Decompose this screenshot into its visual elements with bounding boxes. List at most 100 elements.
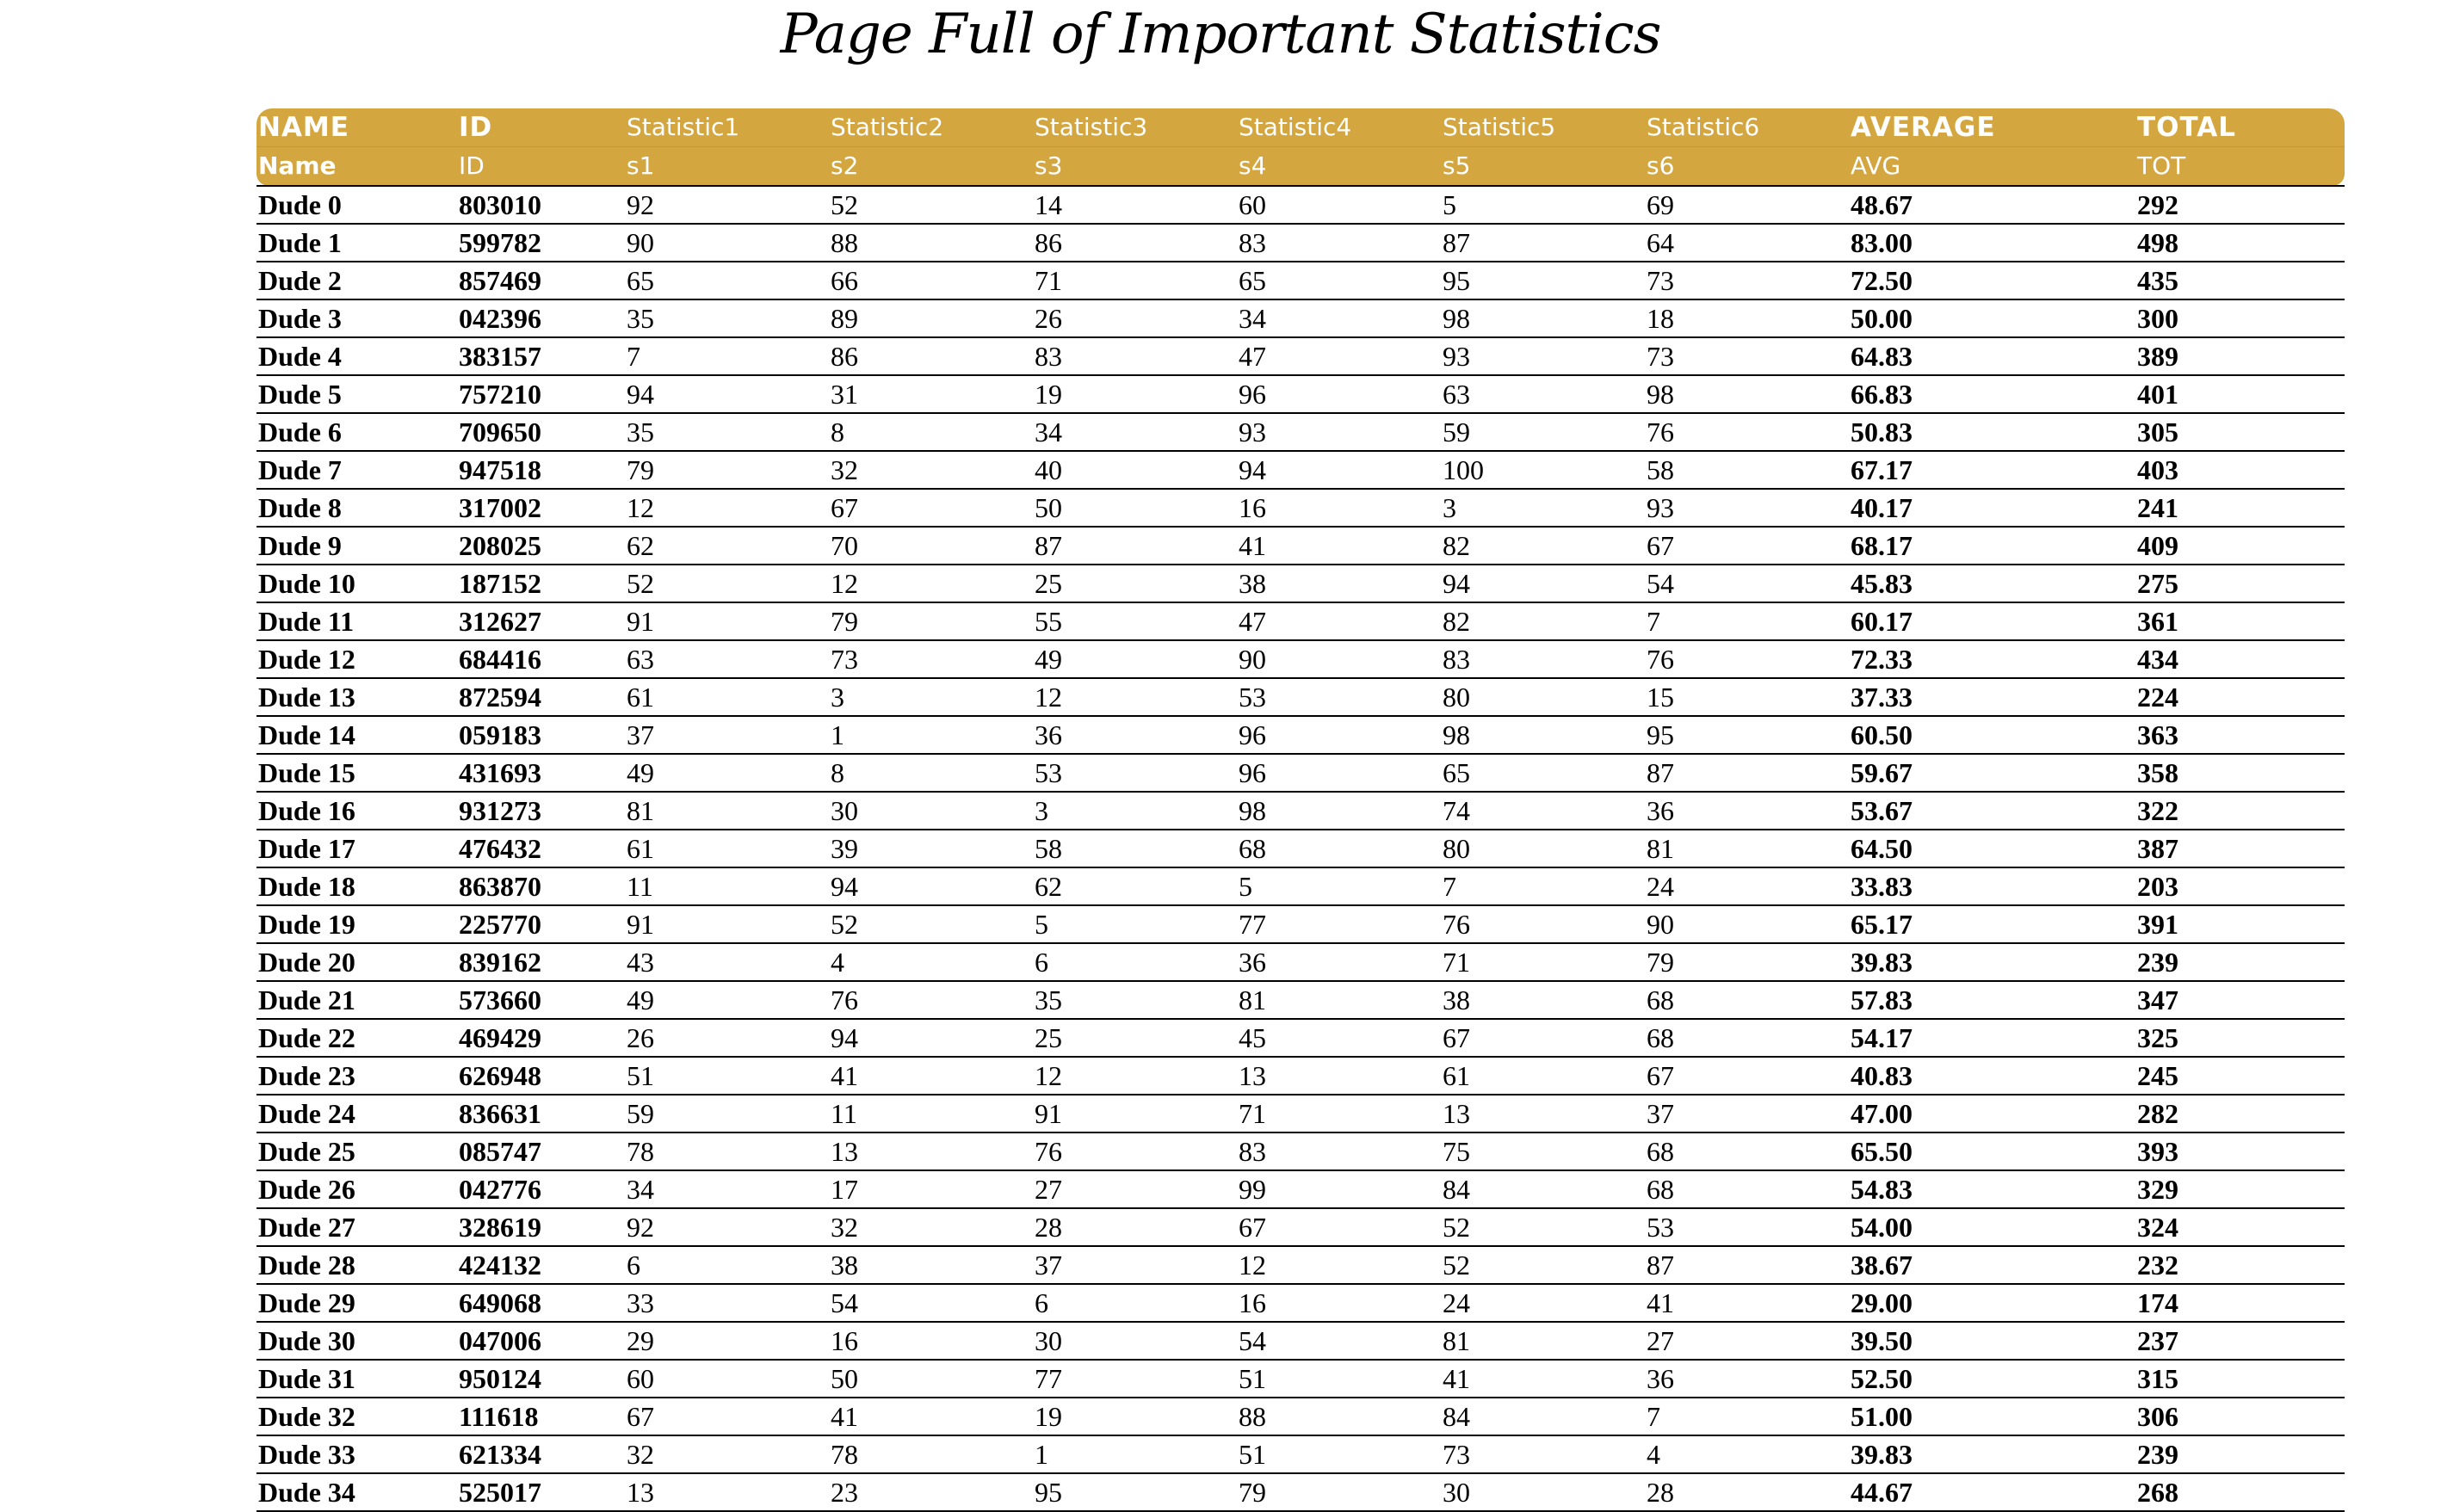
cell-s6: 87 (1645, 1246, 1849, 1285)
cell-id: 476432 (457, 830, 625, 868)
cell-total: 401 (2135, 375, 2345, 414)
cell-name: Dude 0 (256, 185, 457, 225)
cell-average: 39.50 (1849, 1322, 2135, 1361)
cell-s6: 15 (1645, 678, 1849, 717)
cell-s4: 51 (1237, 1435, 1441, 1474)
cell-s2: 12 (829, 565, 1033, 603)
cell-average: 54.83 (1849, 1170, 2135, 1209)
cell-s1: 92 (625, 185, 829, 225)
cell-name: Dude 28 (256, 1246, 457, 1285)
cell-s2: 17 (829, 1170, 1033, 1209)
cell-average: 64.83 (1849, 337, 2135, 376)
cell-s2: 94 (829, 1019, 1033, 1058)
cell-id: 111618 (457, 1398, 625, 1436)
cell-s2: 52 (829, 185, 1033, 225)
cell-s3: 12 (1033, 678, 1237, 717)
column-header-s2: Statistic2 (829, 108, 1033, 147)
cell-name: Dude 23 (256, 1057, 457, 1095)
cell-s2: 38 (829, 1246, 1033, 1285)
cell-s1: 61 (625, 830, 829, 868)
table-row: Dude 20 839162 43 4 6 36 71 79 39.83 239 (256, 943, 2345, 982)
cell-total: 435 (2135, 262, 2345, 300)
cell-s1: 43 (625, 943, 829, 982)
cell-average: 50.00 (1849, 299, 2135, 338)
cell-s6: 76 (1645, 413, 1849, 452)
cell-s5: 67 (1441, 1019, 1645, 1058)
cell-s4: 96 (1237, 375, 1441, 414)
cell-s2: 31 (829, 375, 1033, 414)
cell-total: 239 (2135, 1435, 2345, 1474)
cell-s1: 35 (625, 413, 829, 452)
cell-s5: 61 (1441, 1057, 1645, 1095)
cell-s1: 6 (625, 1246, 829, 1285)
cell-s6: 67 (1645, 527, 1849, 565)
cell-s1: 26 (625, 1019, 829, 1058)
cell-s1: 91 (625, 602, 829, 641)
cell-s2: 88 (829, 224, 1033, 262)
cell-s1: 34 (625, 1170, 829, 1209)
cell-s1: 7 (625, 337, 829, 376)
cell-s5: 52 (1441, 1208, 1645, 1247)
table-row: Dude 17 476432 61 39 58 68 80 81 64.50 387 (256, 830, 2345, 868)
cell-s3: 58 (1033, 830, 1237, 868)
column-subheader-id: ID (457, 146, 625, 186)
cell-s4: 45 (1237, 1019, 1441, 1058)
cell-s2: 70 (829, 527, 1033, 565)
cell-average: 72.33 (1849, 640, 2135, 679)
cell-s5: 95 (1441, 262, 1645, 300)
cell-total: 363 (2135, 716, 2345, 755)
cell-s4: 98 (1237, 792, 1441, 830)
table-row: Dude 30 047006 29 16 30 54 81 27 39.50 237 (256, 1322, 2345, 1361)
cell-s2: 41 (829, 1398, 1033, 1436)
table-row: Dude 24 836631 59 11 91 71 13 37 47.00 282 (256, 1095, 2345, 1133)
cell-s3: 37 (1033, 1246, 1237, 1285)
cell-s6: 7 (1645, 1398, 1849, 1436)
cell-s4: 12 (1237, 1246, 1441, 1285)
table-row: Dude 4 383157 7 86 83 47 93 73 64.83 389 (256, 337, 2345, 376)
cell-id: 573660 (457, 981, 625, 1020)
cell-s3: 34 (1033, 413, 1237, 452)
cell-average: 57.83 (1849, 981, 2135, 1020)
table-row: Dude 14 059183 37 1 36 96 98 95 60.50 363 (256, 716, 2345, 755)
cell-name: Dude 29 (256, 1284, 457, 1323)
cell-id: 836631 (457, 1095, 625, 1133)
cell-s1: 11 (625, 867, 829, 906)
cell-s5: 74 (1441, 792, 1645, 830)
cell-s3: 12 (1033, 1057, 1237, 1095)
cell-s3: 91 (1033, 1095, 1237, 1133)
table-row: Dude 26 042776 34 17 27 99 84 68 54.83 329 (256, 1170, 2345, 1209)
cell-id: 872594 (457, 678, 625, 717)
cell-s1: 61 (625, 678, 829, 717)
table-row: Dude 3 042396 35 89 26 34 98 18 50.00 300 (256, 299, 2345, 338)
cell-s3: 27 (1033, 1170, 1237, 1209)
cell-s5: 59 (1441, 413, 1645, 452)
cell-s1: 60 (625, 1360, 829, 1398)
column-header-s4: Statistic4 (1237, 108, 1441, 147)
cell-total: 268 (2135, 1473, 2345, 1512)
cell-id: 626948 (457, 1057, 625, 1095)
cell-average: 33.83 (1849, 867, 2135, 906)
cell-s3: 28 (1033, 1208, 1237, 1247)
cell-s5: 3 (1441, 489, 1645, 528)
cell-id: 525017 (457, 1473, 625, 1512)
cell-s1: 59 (625, 1095, 829, 1133)
cell-average: 38.67 (1849, 1246, 2135, 1285)
cell-s2: 32 (829, 451, 1033, 490)
cell-s3: 5 (1033, 905, 1237, 944)
cell-average: 40.83 (1849, 1057, 2135, 1095)
cell-s3: 19 (1033, 375, 1237, 414)
cell-s4: 65 (1237, 262, 1441, 300)
cell-id: 042396 (457, 299, 625, 338)
cell-s2: 86 (829, 337, 1033, 376)
cell-s5: 82 (1441, 527, 1645, 565)
cell-name: Dude 14 (256, 716, 457, 755)
column-subheader-s5: s5 (1441, 146, 1645, 186)
cell-id: 042776 (457, 1170, 625, 1209)
cell-s5: 100 (1441, 451, 1645, 490)
cell-s4: 53 (1237, 678, 1441, 717)
cell-id: 684416 (457, 640, 625, 679)
cell-s5: 52 (1441, 1246, 1645, 1285)
cell-s1: 37 (625, 716, 829, 755)
cell-s4: 16 (1237, 489, 1441, 528)
cell-total: 409 (2135, 527, 2345, 565)
